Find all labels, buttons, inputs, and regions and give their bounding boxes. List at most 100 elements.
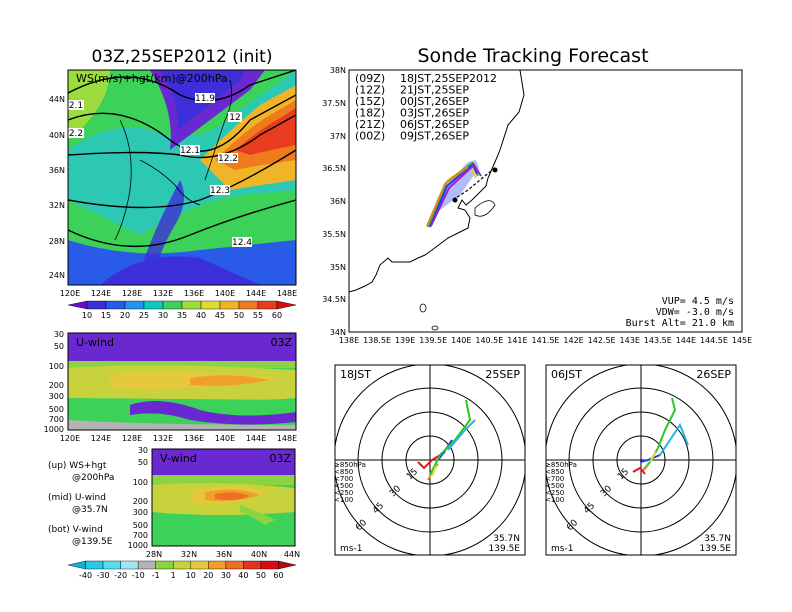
note-mid-b: @35.7N [72, 505, 108, 515]
lat-label: 28N [49, 237, 65, 246]
hodo-left-time: 18JST [340, 368, 371, 381]
lon-label: 132E [153, 434, 173, 443]
colorbar-label: 10 [186, 571, 196, 580]
colorbar-label: -20 [114, 571, 127, 580]
pressure-label: 50 [54, 342, 64, 351]
colorbar-label: 50 [256, 571, 266, 580]
colorbar-label: 25 [139, 311, 149, 320]
colorbar-label: 40 [196, 311, 206, 320]
v-wind-section [152, 449, 295, 546]
lon-label: 141.5E [532, 336, 560, 345]
track-legend-time: 03JST,26SEP [400, 107, 469, 120]
pressure-label: 500 [49, 405, 64, 414]
lat-label: 44N [284, 550, 300, 559]
note-mid-a: (mid) U-wind [48, 493, 106, 503]
lon-label: 143.5E [644, 336, 672, 345]
map-lon-axis: 120E 124E 128E 132E 136E 140E 144E 148E [60, 289, 297, 298]
lat-label: 37N [330, 132, 346, 141]
lat-label: 36N [216, 550, 232, 559]
lon-label: 132E [153, 289, 173, 298]
lat-label: 44N [49, 95, 65, 104]
colorbar-swatch [162, 300, 183, 310]
contour-label-12-3: 12.3 [210, 186, 230, 196]
u-wind-frame [67, 332, 297, 431]
colorbar-label: 15 [101, 311, 111, 320]
colorbar-label: 50 [234, 311, 244, 320]
v-wind-label: V-wind [160, 452, 197, 465]
lon-label: 144E [246, 289, 266, 298]
track-legend-time: 09JST,26SEP [400, 130, 469, 143]
track-info: VUP= 4.5 m/s VDW= -3.0 m/s Burst Alt= 21… [626, 296, 734, 329]
hodo-legend-item: ≥850hPa [334, 461, 366, 469]
note-up-a: (up) WS+hgt [48, 461, 107, 471]
burst-alt-value: Burst Alt= 21.0 km [626, 318, 734, 329]
contour-label-12: 12 [229, 113, 240, 123]
track-lat-axis: 38N 37.5N 37N 36.5N 36N 35.5N 35N 34.5N … [322, 66, 346, 337]
pressure-label: 300 [133, 508, 148, 517]
hodo-legend-item: <250 [545, 489, 564, 497]
track-legend-time: 06JST,26SEP [400, 118, 469, 131]
contour-label-2-2: 2.2 [69, 129, 83, 139]
u-wind-y-axis: 30 50 100 200 300 500 700 1000 [44, 330, 64, 434]
uv-colorbar: -40 -30 -20 -10 -1 1 10 20 30 40 50 60 [67, 560, 297, 580]
lon-label: 140E [215, 289, 235, 298]
hodo-legend-item: <700 [545, 475, 564, 483]
contour-label-11-9: 11.9 [195, 94, 215, 104]
track-legend-run: (00Z) [355, 130, 385, 143]
lon-label: 140.5E [475, 336, 503, 345]
right-title: Sonde Tracking Forecast [417, 45, 648, 67]
lat-label: 34.5N [322, 295, 346, 304]
track-map [348, 69, 743, 333]
colorbar-swatch [225, 560, 244, 570]
lat-label: 35N [330, 263, 346, 272]
colorbar-swatch [85, 560, 104, 570]
contour-label-12-2: 12.2 [218, 154, 238, 164]
lon-label: 140E [451, 336, 471, 345]
lon-label: 138E [339, 336, 359, 345]
panel-notes: (up) WS+hgt @200hPa (mid) U-wind @35.7N … [48, 461, 114, 547]
colorbar-swatch [137, 560, 156, 570]
pressure-label: 100 [49, 362, 64, 371]
lat-label: 38N [330, 66, 346, 75]
colorbar-swatch [124, 300, 145, 310]
track-legend-run: (18Z) [355, 107, 385, 120]
hodo-legend-item: <850 [334, 468, 353, 476]
pressure-label: 300 [49, 392, 64, 401]
colorbar-swatch [143, 300, 164, 310]
colorbar-label: 60 [273, 571, 283, 580]
lat-label: 34N [330, 328, 346, 337]
colorbar-label: 30 [158, 311, 168, 320]
hodo-right-loc1: 35.7N [704, 534, 731, 544]
colorbar-swatch [67, 300, 88, 310]
colorbar-label: 10 [82, 311, 92, 320]
pressure-label: 1000 [128, 541, 148, 550]
track-legend: (09Z) 18JST,25SEP2012 (12Z) 21JST,25SEP (15Z… [355, 72, 497, 143]
colorbar-swatch [260, 560, 279, 570]
lat-label: 24N [49, 271, 65, 280]
lat-label: 36N [49, 166, 65, 175]
hodo-right-loc2: 139.5E [700, 544, 732, 554]
pressure-label: 500 [133, 521, 148, 530]
lon-label: 142E [563, 336, 583, 345]
colorbar-swatch [155, 560, 174, 570]
hodo-right-date: 26SEP [696, 368, 731, 381]
colorbar-label: 20 [120, 311, 130, 320]
track-lon-axis: 138E 138.5E 139E 139.5E 140E 140.5E 141E 141.5E… [339, 336, 752, 345]
hodo-legend-item: <250 [334, 489, 353, 497]
hodo-legend-item: <100 [334, 496, 353, 504]
lat-label: 36N [330, 197, 346, 206]
hodo-legend-item: <500 [334, 482, 353, 490]
v-wind-y-axis: 30 50 100 200 300 500 700 1000 [128, 446, 148, 550]
wind-speed-map: 11.9 12 12.1 12.2 12.3 12.4 2.1 2.2 [68, 70, 296, 285]
lon-label: 141E [507, 336, 527, 345]
lon-label: 124E [91, 289, 111, 298]
lon-label: 136E [184, 289, 204, 298]
hodo-left-date: 25SEP [485, 368, 520, 381]
track-legend-run: (21Z) [355, 118, 385, 131]
pressure-label: 700 [133, 531, 148, 540]
note-bot-a: (bot) V-wind [48, 525, 103, 535]
lon-label: 120E [60, 289, 80, 298]
track-legend-run: (09Z) [355, 72, 385, 85]
colorbar-label: 20 [203, 571, 213, 580]
